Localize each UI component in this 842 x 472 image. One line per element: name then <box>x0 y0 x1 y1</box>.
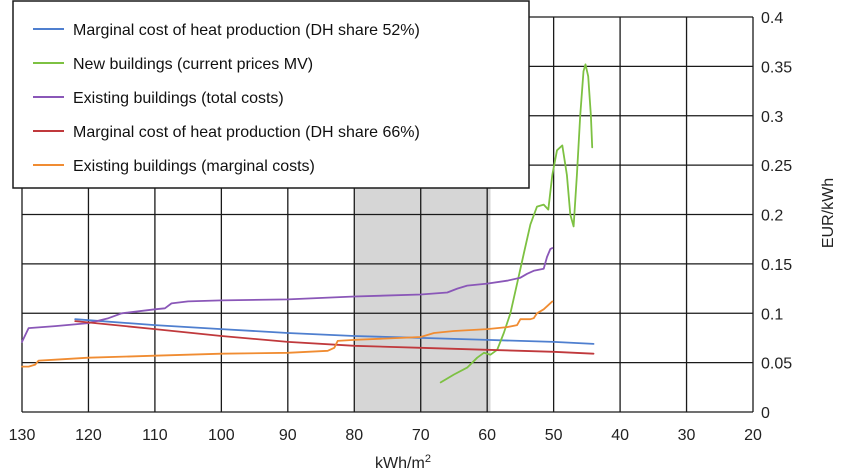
x-tick-label: 80 <box>345 427 363 444</box>
legend-label: Marginal cost of heat production (DH sha… <box>73 124 420 141</box>
y-tick-label: 0.25 <box>761 158 792 175</box>
x-tick-label: 40 <box>611 427 629 444</box>
x-tick-label: 30 <box>678 427 696 444</box>
axis-layer: 130 120 110 100 90 80 70 60 50 40 30 20 0 0.05 0.1 0.15… <box>9 10 793 444</box>
legend-box <box>12 0 530 189</box>
y-tick-label: 0.05 <box>761 356 792 373</box>
legend-label: Marginal cost of heat production (DH sha… <box>73 22 420 39</box>
x-tick-label: 90 <box>279 427 297 444</box>
legend: Marginal cost of heat production (DH sha… <box>12 0 530 189</box>
y-tick-label: 0.1 <box>761 306 783 323</box>
y-tick-label: 0.3 <box>761 109 783 126</box>
y-tick-label: 0.4 <box>761 10 783 27</box>
y-tick-label: 0 <box>761 405 770 422</box>
x-tick-label: 110 <box>142 427 168 444</box>
series-line-4 <box>74 320 595 355</box>
y-tick-label: 0.15 <box>761 257 792 274</box>
series-line-5 <box>21 300 554 368</box>
x-tick-label: 50 <box>545 427 563 444</box>
legend-label: New buildings (current prices MV) <box>73 56 313 73</box>
legend-label: Existing buildings (marginal costs) <box>73 158 315 175</box>
series-line-1 <box>74 318 595 345</box>
y-axis-title: EUR/kWh <box>820 178 837 248</box>
series-layer <box>21 63 595 384</box>
y-tick-label: 0.35 <box>761 59 792 76</box>
legend-label: Existing buildings (total costs) <box>73 90 284 107</box>
x-tick-label: 100 <box>208 427 235 444</box>
x-tick-label: 70 <box>412 427 430 444</box>
x-axis-title: kWh/m2 <box>375 453 431 472</box>
series-line-2 <box>439 63 594 384</box>
x-tick-label: 60 <box>478 427 496 444</box>
x-tick-label: 130 <box>9 427 36 444</box>
series-line-3 <box>21 247 554 343</box>
x-tick-label: 120 <box>75 427 102 444</box>
y-tick-label: 0.2 <box>761 208 783 225</box>
x-tick-label: 20 <box>744 427 762 444</box>
